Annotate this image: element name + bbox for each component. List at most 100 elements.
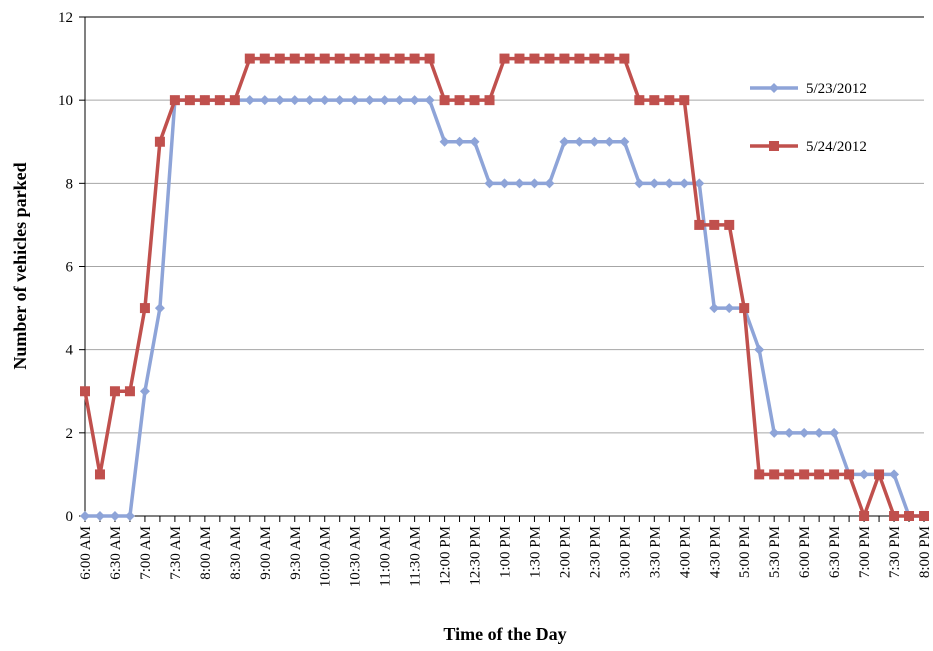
- x-tick-label: 12:30 PM: [468, 526, 484, 586]
- x-tick-label: 1:00 PM: [498, 526, 514, 578]
- series-line: [83, 56, 924, 518]
- x-tick-label: 6:00 AM: [78, 526, 94, 580]
- data-point-square: [424, 53, 435, 64]
- data-point-diamond: [619, 136, 630, 147]
- data-point-diamond: [529, 178, 540, 189]
- series-line: [85, 98, 924, 518]
- x-tick-label: 5:00 PM: [737, 526, 753, 578]
- data-point-diamond: [679, 178, 690, 189]
- y-tick-label: 10: [58, 93, 73, 109]
- y-tick-label: 8: [66, 176, 74, 192]
- data-point-diamond: [814, 427, 825, 438]
- x-tick-label: 9:00 AM: [258, 526, 274, 580]
- x-tick-label: 7:30 PM: [887, 526, 903, 578]
- data-point-diamond: [859, 469, 870, 480]
- data-point-square: [499, 53, 510, 64]
- data-point-square: [229, 95, 240, 106]
- data-point-diamond: [139, 386, 150, 397]
- data-point-square: [619, 53, 630, 64]
- data-point-square: [259, 53, 270, 64]
- x-tick-label: 8:30 AM: [228, 526, 244, 580]
- data-point-square: [574, 53, 585, 64]
- x-tick-label: 8:00 PM: [917, 526, 933, 578]
- data-point-diamond: [589, 136, 600, 147]
- data-point-diamond: [799, 427, 810, 438]
- data-point-diamond: [754, 344, 765, 355]
- x-axis-title: Time of the Day: [443, 624, 566, 644]
- data-point-square: [649, 95, 660, 106]
- legend-item-2: 5/24/2012: [750, 139, 867, 155]
- tick-labels: 0 2 4 6 8 10 12 6:00 AM 6:30 AM 7:00 AM 7:30 AM 8:0…: [58, 10, 933, 587]
- x-tick-label: 2:00 PM: [557, 526, 573, 578]
- x-tick-label: 6:30 AM: [108, 526, 124, 580]
- x-tick-label: 8:00 AM: [198, 526, 214, 580]
- data-point-square: [754, 469, 765, 480]
- data-point-square: [874, 469, 885, 480]
- legend-label: 5/23/2012: [806, 81, 867, 97]
- data-point-square: [529, 53, 540, 64]
- data-point-diamond: [424, 95, 435, 106]
- data-point-diamond: [394, 95, 405, 106]
- data-point-square: [844, 469, 855, 480]
- data-point-square: [379, 53, 390, 64]
- data-point-diamond: [274, 95, 285, 106]
- data-point-square: [139, 303, 150, 314]
- data-point-square: [679, 95, 690, 106]
- data-point-square: [484, 95, 495, 106]
- y-axis-title: Number of vehicles parked: [10, 162, 30, 369]
- data-point-square: [454, 95, 465, 106]
- data-point-diamond: [124, 511, 135, 521]
- data-point-square: [94, 469, 105, 480]
- data-point-diamond: [454, 136, 465, 147]
- data-point-square: [214, 95, 225, 106]
- data-point-diamond: [289, 95, 300, 106]
- x-tick-label: 9:30 AM: [288, 526, 304, 580]
- x-tick-label: 12:00 PM: [438, 526, 454, 586]
- data-point-square: [544, 53, 555, 64]
- data-point-diamond: [694, 178, 705, 189]
- x-tick-label: 6:00 PM: [797, 526, 813, 578]
- data-point-diamond: [304, 95, 315, 106]
- data-point-square: [709, 219, 720, 230]
- data-point-diamond: [349, 95, 360, 106]
- data-point-square: [919, 511, 929, 521]
- data-point-square: [304, 53, 315, 64]
- data-point-diamond: [559, 136, 570, 147]
- data-point-square: [439, 95, 450, 106]
- data-point-diamond: [604, 136, 615, 147]
- data-point-square: [559, 53, 570, 64]
- data-point-diamond: [724, 303, 735, 314]
- data-point-square: [184, 95, 195, 106]
- data-point-square: [904, 511, 915, 521]
- x-tick-label: 6:30 PM: [827, 526, 843, 578]
- series-lines: [80, 53, 929, 521]
- data-point-diamond: [154, 303, 165, 314]
- data-point-diamond: [94, 511, 105, 521]
- data-point-square: [80, 386, 90, 397]
- data-point-diamond: [379, 95, 390, 106]
- data-point-square: [769, 469, 780, 480]
- data-point-square: [664, 95, 675, 106]
- data-point-diamond: [244, 95, 255, 106]
- data-point-square: [769, 141, 779, 151]
- data-point-square: [319, 53, 330, 64]
- x-tick-label: 5:30 PM: [767, 526, 783, 578]
- x-tick-label: 3:30 PM: [647, 526, 663, 578]
- data-point-square: [154, 136, 165, 147]
- series-2: [80, 53, 929, 521]
- data-point-diamond: [484, 178, 495, 189]
- data-point-diamond: [409, 95, 420, 106]
- data-point-diamond: [469, 136, 480, 147]
- data-point-diamond: [784, 427, 795, 438]
- y-tick-label: 12: [58, 10, 73, 26]
- data-point-square: [889, 511, 900, 521]
- data-point-diamond: [649, 178, 660, 189]
- data-point-square: [604, 53, 615, 64]
- data-point-square: [829, 469, 840, 480]
- data-point-square: [859, 511, 870, 521]
- data-point-diamond: [439, 136, 450, 147]
- data-point-square: [724, 219, 735, 230]
- data-point-square: [634, 95, 645, 106]
- x-tick-label: 10:30 AM: [348, 526, 364, 587]
- data-point-diamond: [259, 95, 270, 106]
